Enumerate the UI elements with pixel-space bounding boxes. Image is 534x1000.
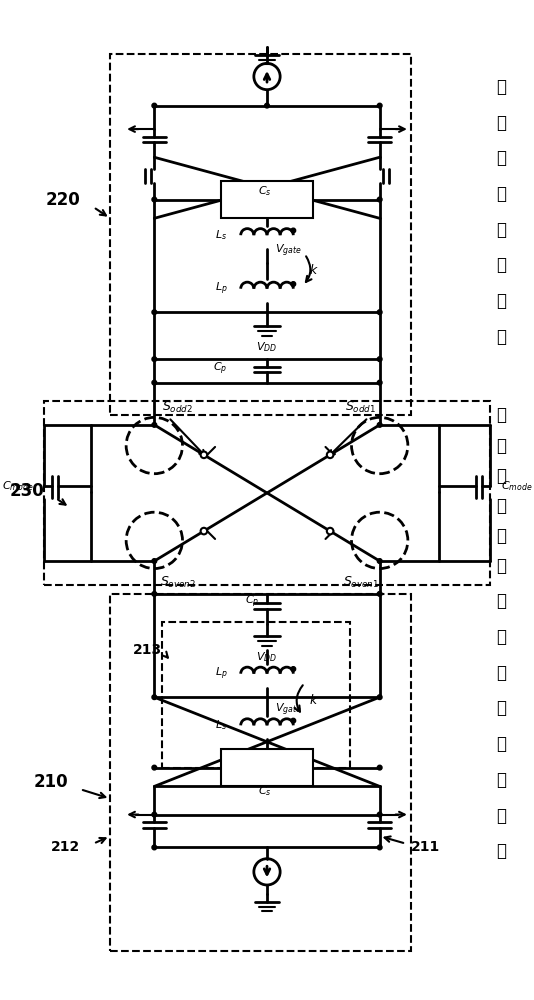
Text: $L_p$: $L_p$: [215, 281, 227, 297]
Circle shape: [152, 765, 156, 770]
Circle shape: [152, 103, 156, 108]
Text: $L_s$: $L_s$: [216, 228, 227, 242]
Circle shape: [152, 695, 156, 700]
Text: $S_{odd1}$: $S_{odd1}$: [345, 400, 376, 415]
Text: 振: 振: [496, 256, 506, 274]
Text: 器: 器: [496, 842, 506, 860]
Circle shape: [378, 357, 382, 361]
Text: 振: 振: [496, 771, 506, 789]
Text: 电: 电: [496, 527, 506, 545]
Circle shape: [152, 592, 156, 596]
FancyBboxPatch shape: [221, 749, 313, 786]
Circle shape: [291, 282, 296, 286]
Circle shape: [378, 380, 382, 385]
Circle shape: [378, 765, 382, 770]
Text: 器: 器: [496, 328, 506, 346]
Circle shape: [378, 197, 382, 202]
Circle shape: [265, 103, 269, 108]
Circle shape: [152, 197, 156, 202]
Text: 耦: 耦: [496, 699, 506, 717]
Text: $V_{gate}$: $V_{gate}$: [274, 701, 301, 718]
Text: $V_{DD}$: $V_{DD}$: [256, 650, 278, 664]
Text: 器: 器: [496, 664, 506, 682]
Circle shape: [152, 559, 156, 563]
Text: 耦: 耦: [496, 185, 506, 203]
Text: 212: 212: [51, 840, 80, 854]
Text: 路: 路: [496, 557, 506, 575]
Text: $k$: $k$: [309, 263, 319, 277]
Circle shape: [152, 310, 156, 315]
Text: $C_{mode}$: $C_{mode}$: [2, 479, 33, 493]
Text: 变: 变: [496, 78, 506, 96]
Circle shape: [378, 845, 382, 850]
Circle shape: [152, 845, 156, 850]
Text: $S_{odd2}$: $S_{odd2}$: [162, 400, 193, 415]
Circle shape: [378, 310, 382, 315]
Text: 压: 压: [496, 114, 506, 132]
Text: $V_{gate}$: $V_{gate}$: [274, 243, 301, 259]
Text: $C_p$: $C_p$: [213, 360, 227, 377]
Text: $L_p$: $L_p$: [215, 666, 227, 682]
Text: 压: 压: [496, 628, 506, 646]
Text: 式: 式: [496, 437, 506, 455]
Text: $C_{mode}$: $C_{mode}$: [501, 479, 532, 493]
Text: $C_s$: $C_s$: [258, 785, 272, 798]
Circle shape: [152, 357, 156, 361]
Circle shape: [152, 812, 156, 817]
Circle shape: [378, 559, 382, 563]
Text: 210: 210: [33, 773, 68, 791]
Circle shape: [152, 380, 156, 385]
Circle shape: [201, 528, 207, 534]
Text: 切: 切: [496, 467, 506, 485]
Text: $k$: $k$: [309, 693, 319, 707]
Circle shape: [327, 528, 333, 534]
Text: $S_{even2}$: $S_{even2}$: [160, 575, 196, 590]
Text: 合: 合: [496, 735, 506, 753]
Text: 器: 器: [496, 149, 506, 167]
Text: 合: 合: [496, 221, 506, 239]
Circle shape: [378, 695, 382, 700]
FancyBboxPatch shape: [221, 181, 313, 218]
Text: $C_s$: $C_s$: [258, 184, 272, 198]
Circle shape: [378, 423, 382, 427]
Circle shape: [201, 452, 207, 458]
Text: 211: 211: [411, 840, 440, 854]
Circle shape: [378, 592, 382, 596]
Circle shape: [291, 228, 296, 233]
Text: 荡: 荡: [496, 807, 506, 825]
Circle shape: [378, 812, 382, 817]
Circle shape: [291, 667, 296, 671]
Text: 换: 换: [496, 497, 506, 515]
Text: 213: 213: [133, 643, 162, 657]
Text: 荡: 荡: [496, 292, 506, 310]
Text: 变: 变: [496, 592, 506, 610]
Text: $S_{even1}$: $S_{even1}$: [343, 575, 379, 590]
Text: 230: 230: [10, 482, 44, 500]
Text: 220: 220: [45, 191, 80, 209]
Text: 模: 模: [496, 406, 506, 424]
Circle shape: [327, 452, 333, 458]
Circle shape: [378, 103, 382, 108]
Circle shape: [152, 423, 156, 427]
Text: $L_s$: $L_s$: [216, 718, 227, 732]
Circle shape: [291, 718, 296, 723]
Text: $C_p$: $C_p$: [245, 593, 260, 610]
Text: $V_{DD}$: $V_{DD}$: [256, 340, 278, 354]
